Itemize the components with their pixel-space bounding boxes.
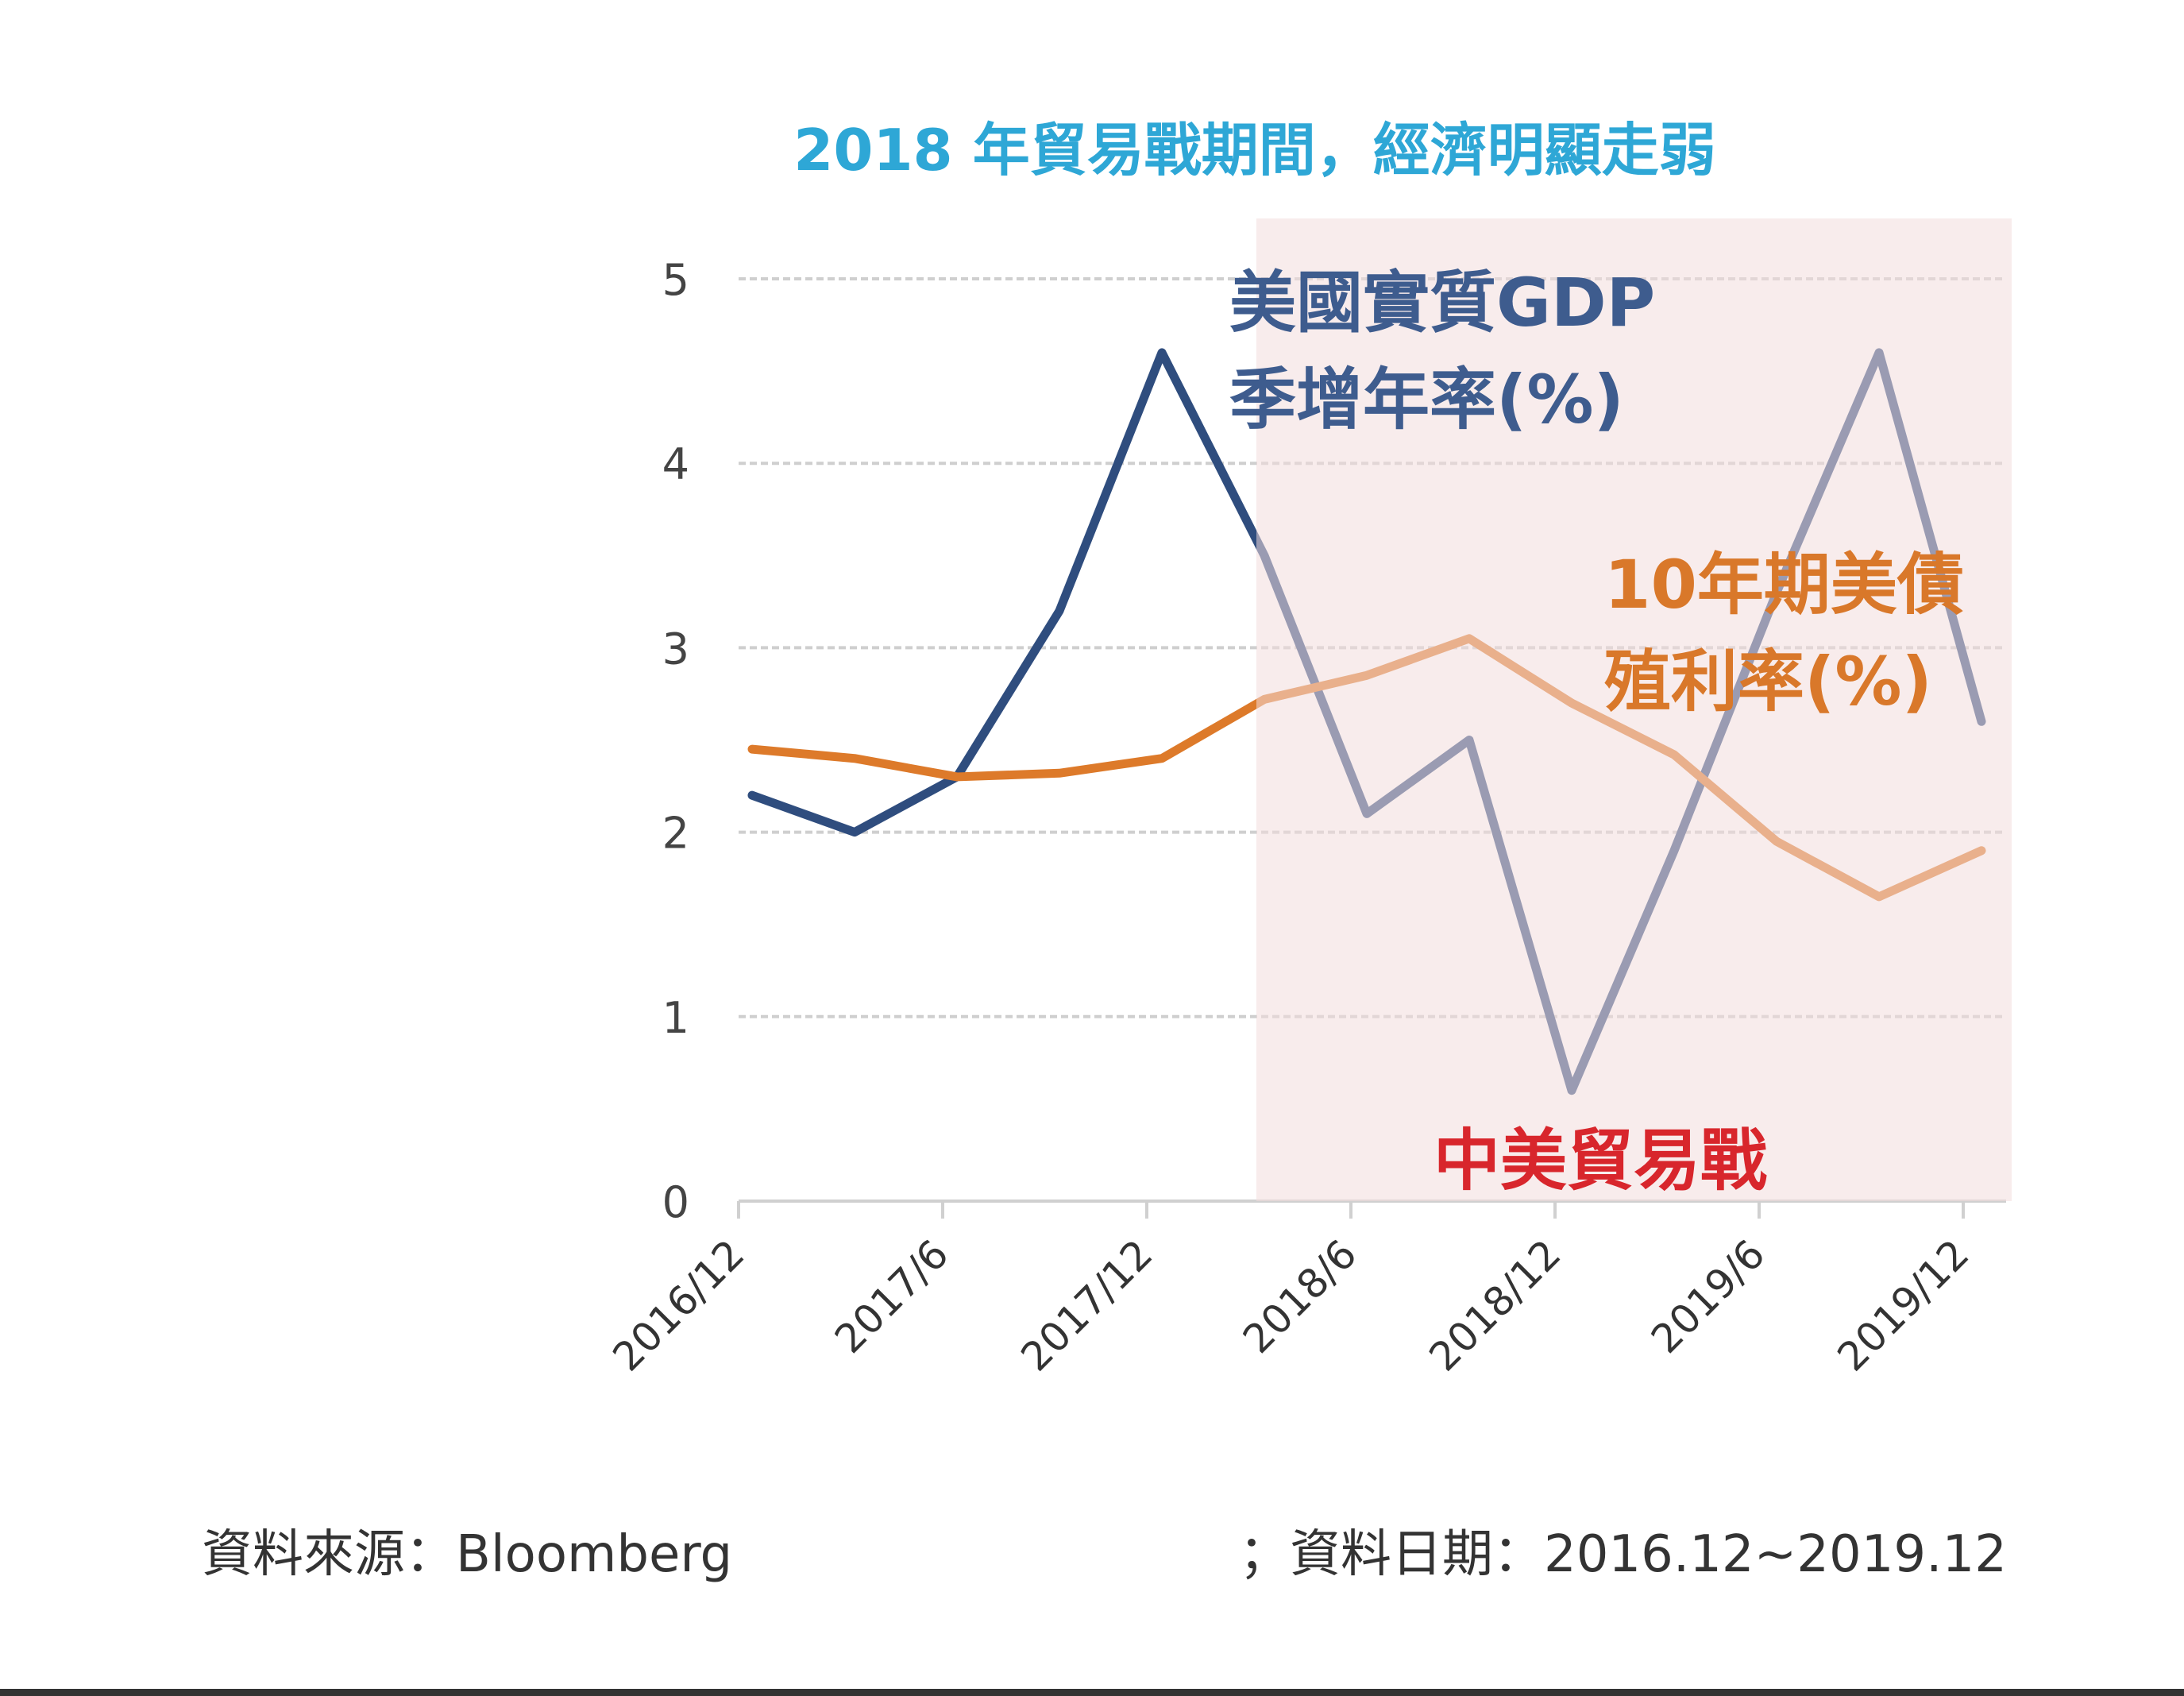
- y-tick-label: 2: [662, 809, 689, 859]
- x-tick-label: 2017/6: [826, 1230, 957, 1362]
- y-tick-label: 0: [662, 1177, 689, 1227]
- y-tick-label: 5: [662, 255, 689, 305]
- x-tick-label: 2016/12: [604, 1230, 754, 1380]
- trade-war-shaded-region: [1256, 218, 2012, 1201]
- source-note: 資料來源：Bloomberg: [202, 1525, 733, 1584]
- yield-series-label: 殖利率(%): [1604, 643, 1932, 721]
- x-tick-label: 2019/6: [1642, 1230, 1773, 1362]
- y-tick-label: 3: [662, 624, 689, 674]
- y-tick-label: 4: [662, 439, 689, 489]
- trade-war-label: 中美貿易戰: [1433, 1122, 1767, 1200]
- gdp-series-label: 季增年率(%): [1229, 361, 1624, 438]
- y-tick-label: 1: [662, 993, 689, 1043]
- x-tick-label: 2018/6: [1234, 1230, 1365, 1362]
- x-tick-label: 2017/12: [1013, 1230, 1162, 1380]
- date-note: ；資料日期：2016.12~2019.12: [1239, 1525, 2007, 1584]
- x-tick-label: 2019/12: [1829, 1230, 1978, 1380]
- x-tick-label: 2018/12: [1421, 1230, 1570, 1380]
- chart-title: 2018 年貿易戰期間，經濟明顯走弱: [793, 117, 1716, 184]
- yield-series-label: 10年期美債: [1604, 546, 1964, 624]
- gdp-series-label: 美國實質GDP: [1229, 264, 1655, 342]
- bottom-divider: [0, 1689, 2184, 1696]
